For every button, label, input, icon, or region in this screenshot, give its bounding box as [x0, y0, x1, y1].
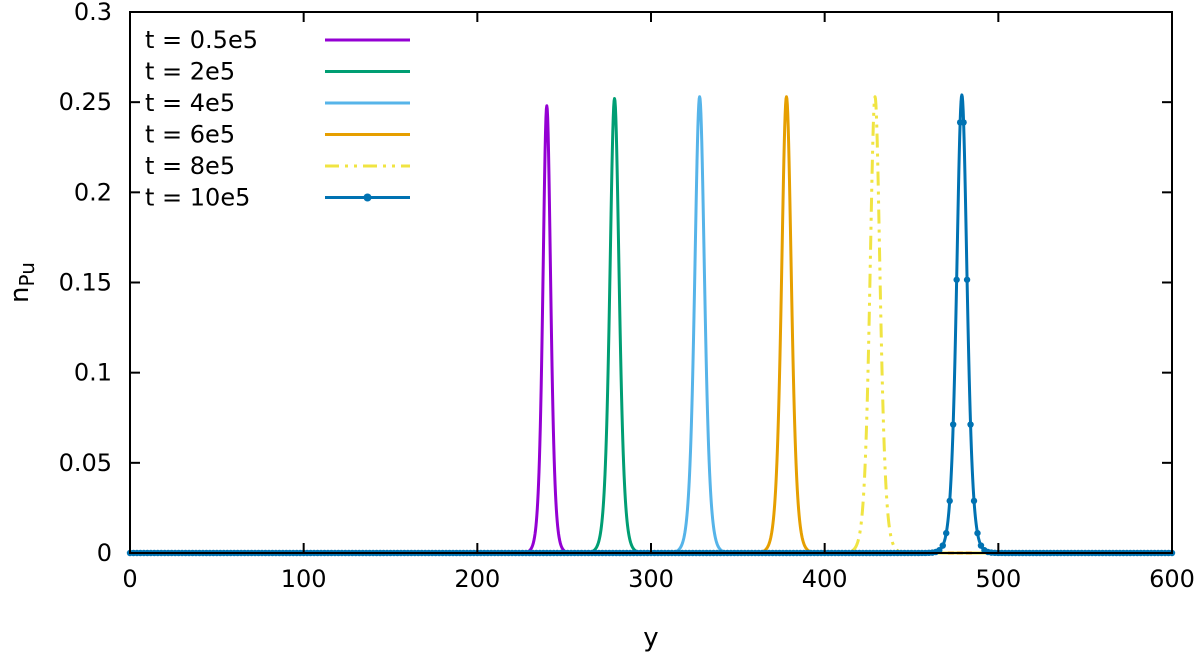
y-axis-label: nPu [5, 262, 39, 303]
legend-label-5: t = 10e5 [145, 184, 250, 212]
legend-label-1: t = 2e5 [145, 58, 235, 86]
x-tick-label: 200 [454, 565, 500, 593]
series-point [953, 276, 960, 283]
y-axis-label-main: n [5, 286, 35, 302]
series-point [949, 421, 957, 428]
legend-marker-5 [363, 193, 372, 202]
y-axis-label-subscript: Pu [15, 262, 39, 286]
x-tick-label: 100 [281, 565, 327, 593]
series-line-5 [128, 93, 1174, 555]
series-point [977, 542, 985, 549]
series-point [960, 119, 967, 126]
y-tick-label: 0 [97, 539, 112, 567]
x-tick-label: 400 [802, 565, 848, 593]
y-tick-label: 0.3 [74, 0, 112, 26]
legend-label-0: t = 0.5e5 [145, 26, 258, 54]
x-axis-label: y [643, 623, 658, 652]
legend: t = 0.5e5 t = 2e5 t = 4e5 t = 6e5 t = 8e5 t =… [145, 26, 410, 212]
legend-label-3: t = 6e5 [145, 121, 235, 149]
y-tick-label: 0.2 [74, 178, 112, 206]
plot-frame [129, 11, 1173, 554]
axis-ticks: 0 100 200 300 400 500 600 0 0.05 0.1 0.15 0.2 0.25 0.… [59, 0, 1195, 593]
series-line-3 [128, 95, 1174, 555]
series-markers-5 [126, 119, 1176, 557]
series-point [967, 421, 974, 428]
x-tick-label: 300 [628, 565, 674, 593]
x-tick-label: 600 [1149, 565, 1195, 593]
legend-label-2: t = 4e5 [145, 89, 235, 117]
y-tick-label: 0.05 [59, 449, 112, 477]
series-line-1 [128, 97, 1174, 555]
y-tick-label: 0.1 [74, 359, 112, 387]
series-point [943, 529, 950, 537]
series-point [939, 542, 946, 549]
series-line-4 [128, 95, 1174, 555]
series-point [936, 547, 943, 554]
series-point [946, 497, 953, 505]
series-point [970, 497, 978, 505]
series-point [963, 276, 971, 283]
x-tick-label: 500 [975, 565, 1021, 593]
series-line-0 [128, 104, 1174, 555]
y-tick-label: 0.15 [59, 269, 112, 297]
series-point [974, 529, 981, 537]
legend-label-4: t = 8e5 [145, 152, 235, 180]
plot-curves [126, 93, 1176, 557]
series-line-2 [128, 95, 1174, 555]
x-tick-label: 0 [122, 565, 137, 593]
y-tick-label: 0.25 [59, 88, 112, 116]
